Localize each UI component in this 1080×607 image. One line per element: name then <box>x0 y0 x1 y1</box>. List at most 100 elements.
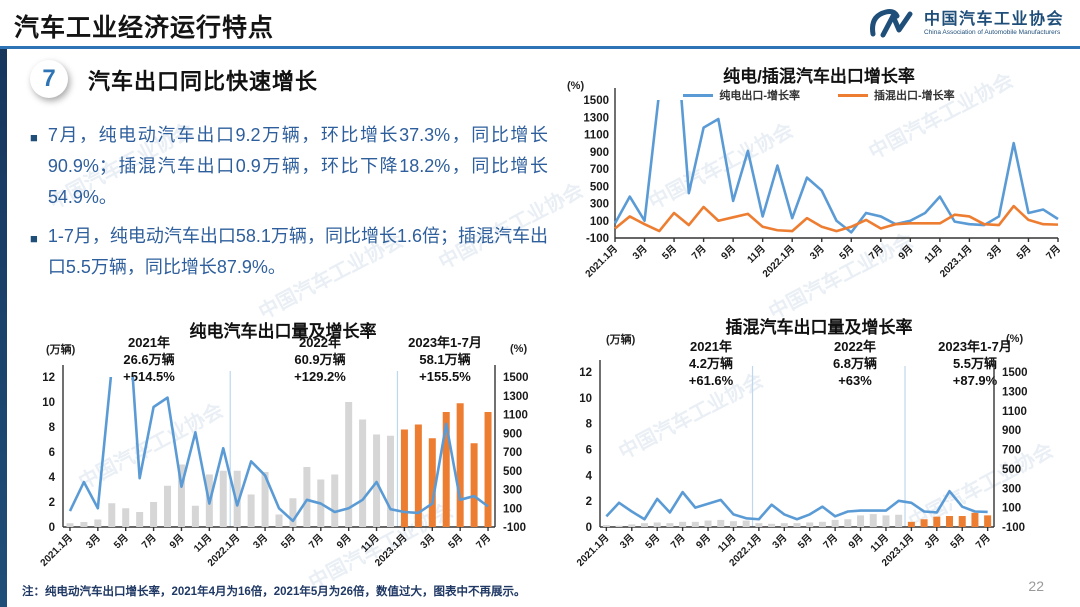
left-axis-unit: (万辆) <box>46 344 76 356</box>
svg-text:900: 900 <box>503 428 522 440</box>
svg-text:2021.1月: 2021.1月 <box>38 532 75 569</box>
svg-text:3月: 3月 <box>985 243 1004 262</box>
svg-text:3月: 3月 <box>83 532 102 551</box>
svg-text:2021.1月: 2021.1月 <box>574 532 611 569</box>
svg-text:5月: 5月 <box>795 532 814 551</box>
bullet-item: ■ 1-7月，纯电动汽车出口58.1万辆，同比增长1.6倍；插混汽车出口5.5万… <box>30 221 548 283</box>
svg-text:11月: 11月 <box>868 532 891 555</box>
chart-title: 纯电/插混汽车出口增长率 <box>723 67 915 86</box>
chart-title: 纯电汽车出口量及增长率 <box>189 322 377 341</box>
svg-text:12: 12 <box>579 367 592 379</box>
right-axis-unit: (%) <box>510 343 528 355</box>
bullet-text: 1-7月，纯电动汽车出口58.1万辆，同比增长1.6倍；插混汽车出口5.5万辆，… <box>47 225 548 277</box>
svg-text:3月: 3月 <box>418 532 437 551</box>
svg-text:500: 500 <box>1002 464 1021 476</box>
svg-text:7月: 7月 <box>306 532 325 551</box>
svg-text:5月: 5月 <box>1014 243 1033 262</box>
annotation-2023: 2023年1-7月 58.1万辆 +155.5% <box>408 335 482 384</box>
legend-label-phev: 插混出口-增长率 <box>874 90 955 102</box>
svg-text:2: 2 <box>49 497 55 509</box>
svg-text:1300: 1300 <box>583 112 609 124</box>
svg-text:8: 8 <box>49 422 56 434</box>
logo-org-name-en: China Association of Automobile Manufact… <box>923 29 1061 37</box>
svg-text:5月: 5月 <box>279 532 298 551</box>
svg-text:1500: 1500 <box>503 372 529 384</box>
svg-text:2022.1月: 2022.1月 <box>760 243 797 280</box>
legend-swatch-phev <box>838 93 868 97</box>
svg-text:3月: 3月 <box>922 532 941 551</box>
svg-text:100: 100 <box>1002 503 1021 515</box>
svg-text:5月: 5月 <box>837 243 856 262</box>
svg-text:100: 100 <box>590 216 609 228</box>
bullet-square-icon: ■ <box>30 130 38 145</box>
svg-text:0: 0 <box>586 522 592 534</box>
svg-text:5月: 5月 <box>446 532 465 551</box>
svg-text:5月: 5月 <box>948 532 967 551</box>
svg-text:100: 100 <box>503 503 522 515</box>
svg-text:5月: 5月 <box>111 532 130 551</box>
svg-text:1500: 1500 <box>583 95 609 107</box>
svg-text:10: 10 <box>42 397 55 409</box>
svg-text:700: 700 <box>503 447 522 459</box>
svg-text:2021.1月: 2021.1月 <box>583 243 620 280</box>
svg-text:3月: 3月 <box>807 243 826 262</box>
svg-text:2: 2 <box>586 496 592 508</box>
svg-text:3月: 3月 <box>630 243 649 262</box>
page-title: 汽车工业经济运行特点 <box>14 14 275 42</box>
svg-text:2023.1月: 2023.1月 <box>937 243 974 280</box>
svg-text:3月: 3月 <box>251 532 270 551</box>
svg-text:6: 6 <box>586 445 592 457</box>
svg-text:9月: 9月 <box>694 532 713 551</box>
phev-export-combo-chart: 插混汽车出口量及增长率 (万辆) (%) 2021年 4.2万辆 +61.6% … <box>558 303 1080 593</box>
svg-text:300: 300 <box>590 199 609 211</box>
caam-logo-mark-icon <box>870 9 913 38</box>
svg-text:-100: -100 <box>503 522 526 534</box>
svg-text:9月: 9月 <box>896 243 915 262</box>
svg-text:6: 6 <box>49 447 55 459</box>
svg-text:10: 10 <box>579 393 592 405</box>
caam-logo: 中国汽车工业协会 China Association of Automobile… <box>867 7 1064 41</box>
svg-text:1100: 1100 <box>1002 406 1027 418</box>
annotation-2021: 2021年 26.6万辆 +514.5% <box>123 335 175 384</box>
svg-text:7月: 7月 <box>668 532 687 551</box>
svg-text:9月: 9月 <box>846 532 865 551</box>
svg-text:300: 300 <box>503 485 522 497</box>
section-heading: 汽车出口同比快速增长 <box>88 69 319 94</box>
bev-export-combo-chart: 纯电汽车出口量及增长率 (万辆) (%) 2021年 26.6万辆 +514.5… <box>18 315 548 593</box>
svg-text:5月: 5月 <box>643 532 662 551</box>
y-axis-unit: (%) <box>567 80 585 92</box>
annotation-2022: 2022年 6.8万辆 +63% <box>832 339 878 388</box>
svg-text:7月: 7月 <box>973 532 992 551</box>
bullet-square-icon: ■ <box>30 230 38 246</box>
svg-text:1500: 1500 <box>1002 367 1028 379</box>
svg-text:900: 900 <box>590 147 609 159</box>
svg-text:9月: 9月 <box>167 532 186 551</box>
section-number-badge: 7 <box>30 60 68 98</box>
legend-item-phev: 插混出口-增长率 <box>838 87 955 103</box>
svg-text:700: 700 <box>590 164 609 176</box>
legend-swatch-bev <box>683 93 714 97</box>
svg-text:11月: 11月 <box>922 243 945 266</box>
bullet-item: ■ 7月，纯电动汽车出口9.2万辆，环比增长37.3%，同比增长90.9%；插混… <box>30 120 548 213</box>
svg-text:0: 0 <box>49 522 55 534</box>
svg-text:8: 8 <box>586 419 593 431</box>
left-accent-bar <box>0 49 7 607</box>
header-divider <box>0 46 1080 49</box>
logo-org-name-cn: 中国汽车工业协会 <box>923 11 1064 29</box>
svg-text:500: 500 <box>503 466 522 478</box>
svg-text:4: 4 <box>586 470 593 482</box>
annotation-2023: 2023年1-7月 5.5万辆 +87.9% <box>938 339 1012 388</box>
svg-text:5月: 5月 <box>660 243 679 262</box>
svg-text:7月: 7月 <box>821 532 840 551</box>
page-number: 22 <box>1028 578 1044 594</box>
growth-rate-line-chart: 纯电/插混汽车出口增长率 纯电出口-增长率 插混出口-增长率 (%) 1500 1… <box>563 58 1075 308</box>
combo-chart-canvas: 12 10 8 6 4 2 0 1500 1300 1100 900 700 500 300 100 -100… <box>38 365 529 569</box>
svg-text:900: 900 <box>1002 425 1021 437</box>
svg-text:7月: 7月 <box>689 243 708 262</box>
svg-text:12: 12 <box>42 372 55 384</box>
annotation-2021: 2021年 4.2万辆 +61.6% <box>688 339 734 388</box>
svg-text:3月: 3月 <box>770 532 789 551</box>
chart-legend: 纯电出口-增长率 插混出口-增长率 <box>563 87 1075 103</box>
legend-item-bev: 纯电出口-增长率 <box>683 87 800 103</box>
